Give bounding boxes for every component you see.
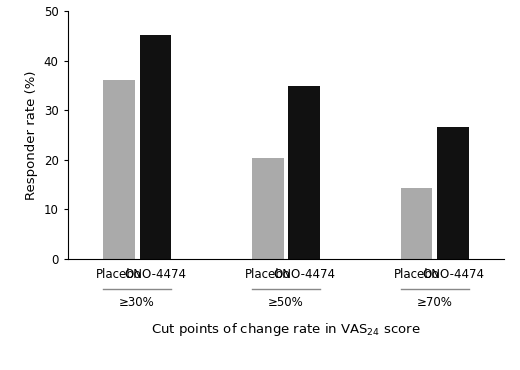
Text: ≥50%: ≥50% [268,296,304,309]
Text: Placebo: Placebo [245,268,291,281]
Text: ONO-4474: ONO-4474 [274,268,335,281]
Text: ONO-4474: ONO-4474 [422,268,484,281]
Bar [252,158,283,259]
Bar [437,127,469,259]
Bar [103,80,135,259]
Text: Placebo: Placebo [394,268,439,281]
Bar [139,36,171,259]
Text: ONO-4474: ONO-4474 [124,268,187,281]
Bar [289,86,320,259]
Text: ≥70%: ≥70% [417,296,453,309]
Bar [400,188,433,259]
Text: ≥30%: ≥30% [119,296,155,309]
Text: Placebo: Placebo [96,268,141,281]
Text: Cut points of change rate in VAS$_{24}$ score: Cut points of change rate in VAS$_{24}$ … [151,321,421,338]
Y-axis label: Responder rate (%): Responder rate (%) [25,70,38,200]
